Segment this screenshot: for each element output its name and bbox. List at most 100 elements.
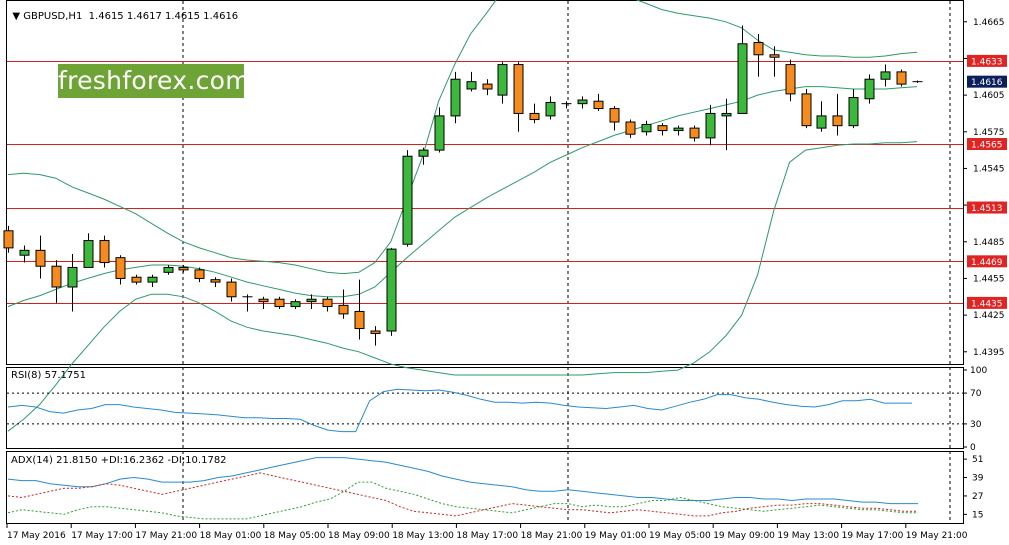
candle-body: [147, 276, 158, 283]
bear-candle: [785, 59, 796, 102]
bull-candle: [450, 71, 461, 124]
time-axis: 17 May 2016 17 May 17:00 17 May 21:00 18 Ma…: [6, 524, 968, 541]
candle-body: [529, 112, 540, 121]
level-price-tag: [967, 255, 1007, 268]
bull-candle: [497, 62, 508, 104]
time-tick-label: 19 May 05:00: [649, 531, 711, 541]
candle-body: [83, 240, 94, 268]
level-price-label: 1.4469: [971, 258, 1003, 268]
adx-tick-label: 27: [972, 492, 983, 502]
bear-candle: [274, 296, 285, 309]
candle-body: [450, 78, 461, 117]
candle-body: [258, 298, 269, 303]
bull-candle: [721, 98, 732, 151]
bear-candle: [482, 79, 493, 96]
price-tick-label: 1.4455: [973, 274, 1005, 284]
bollinger-upper-band: [7, 0, 918, 275]
candle-body: [497, 64, 508, 96]
bear-candle: [322, 296, 333, 312]
candle-body: [785, 64, 796, 95]
bull-candle: [83, 233, 94, 268]
bull-candle: [545, 96, 556, 120]
candle-body: [609, 108, 620, 123]
candle-body: [769, 54, 780, 58]
candle-body: [737, 43, 748, 114]
candle-body: [51, 265, 62, 288]
candle-body: [402, 155, 413, 245]
bull-candle: [306, 294, 317, 309]
minus-di-line: [7, 472, 918, 517]
time-tick-label: 18 May 21:00: [521, 531, 583, 541]
candle-body: [226, 281, 237, 298]
price-tags: 1.4633 1.4565 1.4513 1.4469 1.4435 1.4616: [967, 54, 1007, 309]
bear-candle: [338, 289, 349, 319]
candle-body: [482, 83, 493, 90]
adx-indicator: 51 39 27 15: [7, 455, 984, 520]
candle-body: [178, 266, 189, 271]
price-tick-label: 1.4425: [973, 311, 1005, 321]
bollinger-middle-band: [7, 86, 918, 308]
bear-candle: [131, 274, 142, 285]
bear-candle: [354, 279, 365, 340]
bear-candle: [657, 123, 668, 136]
price-tick-label: 1.4395: [973, 348, 1005, 358]
time-tick-label: 18 May 09:00: [328, 531, 390, 541]
bull-candle: [290, 299, 301, 309]
time-tick-label: 18 May 13:00: [392, 531, 454, 541]
bear-candle: [178, 265, 189, 273]
symbol-info: GBPUSD,H1 1.4615 1.4617 1.4615 1.4616: [23, 11, 239, 22]
candle-body: [753, 42, 764, 56]
plus-di-line: [7, 481, 918, 520]
rsi-label: RSI(8) 57.1751: [11, 370, 86, 381]
bull-candle: [434, 107, 445, 153]
candle-body: [513, 64, 524, 114]
candle-body: [163, 266, 174, 273]
candle-body: [721, 112, 732, 117]
rsi-tick-label: 0: [970, 443, 976, 453]
adx-tick-label: 51: [972, 455, 983, 465]
bull-candle: [705, 104, 716, 146]
level-price-label: 1.4435: [971, 299, 1003, 309]
current-price-label: 1.4616: [971, 78, 1003, 88]
dropdown-triangle-icon[interactable]: ▼: [12, 11, 21, 22]
rsi-tick-label: 30: [970, 420, 982, 430]
candle-body: [657, 125, 668, 132]
level-price-label: 1.4633: [971, 57, 1003, 67]
time-tick-label: 19 May 21:00: [906, 531, 968, 541]
freshforex-logo: freshforex.com: [58, 64, 250, 98]
candle-body: [625, 121, 636, 135]
rsi-tick-label: 100: [970, 366, 987, 376]
symbol-header: ▼ GBPUSD,H1 1.4615 1.4617 1.4615 1.4616: [6, 0, 238, 22]
adx-tick-label: 15: [972, 510, 983, 520]
bear-candle: [529, 103, 540, 124]
bull-candle: [816, 101, 827, 132]
candle-body: [545, 101, 556, 117]
candle-body: [322, 298, 333, 308]
level-price-tag: [967, 296, 1007, 309]
candle-body: [370, 330, 381, 334]
candle-body: [896, 71, 907, 85]
bollinger-bands: [7, 0, 918, 432]
bear-candle: [561, 101, 572, 109]
rsi-line: [7, 388, 912, 433]
candle-body: [210, 279, 221, 283]
candle-body: [274, 298, 285, 308]
candle-body: [418, 149, 429, 157]
bull-candle: [386, 247, 397, 336]
bear-candle: [210, 277, 221, 287]
adx-panel: [6, 451, 964, 524]
bear-candle: [3, 225, 14, 253]
rsi-tick-label: 70: [970, 389, 982, 399]
bear-candle: [226, 278, 237, 302]
candle-body: [99, 240, 110, 264]
bull-candle: [466, 71, 477, 92]
candle-body: [801, 93, 812, 127]
price-panel: [6, 0, 964, 365]
candle-body: [689, 127, 700, 139]
candle-body: [194, 269, 205, 279]
level-price-tag: [967, 138, 1007, 150]
candle-body: [290, 301, 301, 308]
candle-body: [338, 304, 349, 315]
bear-candle: [370, 326, 381, 346]
